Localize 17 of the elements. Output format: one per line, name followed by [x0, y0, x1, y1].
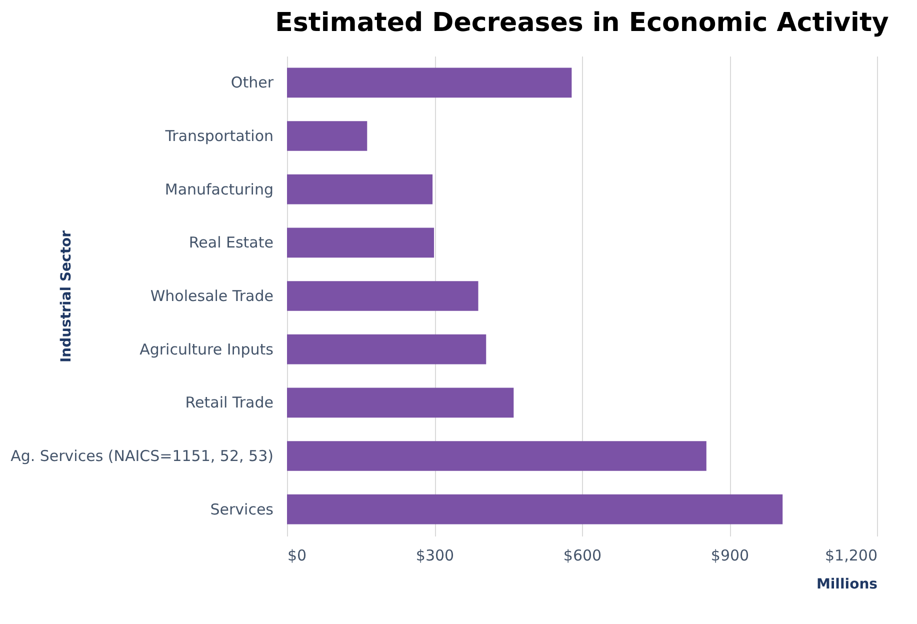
x-tick-label: $900 [710, 546, 750, 564]
y-tick-label: Services [210, 500, 274, 518]
y-tick-label: Ag. Services (NAICS=1151, 52, 53) [10, 447, 274, 465]
x-axis-title: Millions [816, 576, 878, 592]
x-tick-label: $0 [288, 546, 307, 564]
chart-title: Estimated Decreases in Economic Activity [275, 8, 889, 38]
y-tick-label: Wholesale Trade [150, 287, 274, 305]
x-tick-label: $300 [416, 546, 454, 564]
y-axis-title: Industrial Sector [58, 230, 74, 363]
x-tick-label: $1,200 [825, 546, 878, 564]
y-tick-label: Retail Trade [185, 394, 274, 412]
y-tick-label: Other [230, 74, 274, 92]
y-tick-label: Agriculture Inputs [140, 340, 274, 358]
y-tick-label: Manufacturing [164, 180, 274, 198]
y-tick-label: Real Estate [188, 234, 274, 252]
x-tick-label: $600 [563, 546, 602, 564]
y-tick-label: Transportation [164, 127, 274, 145]
